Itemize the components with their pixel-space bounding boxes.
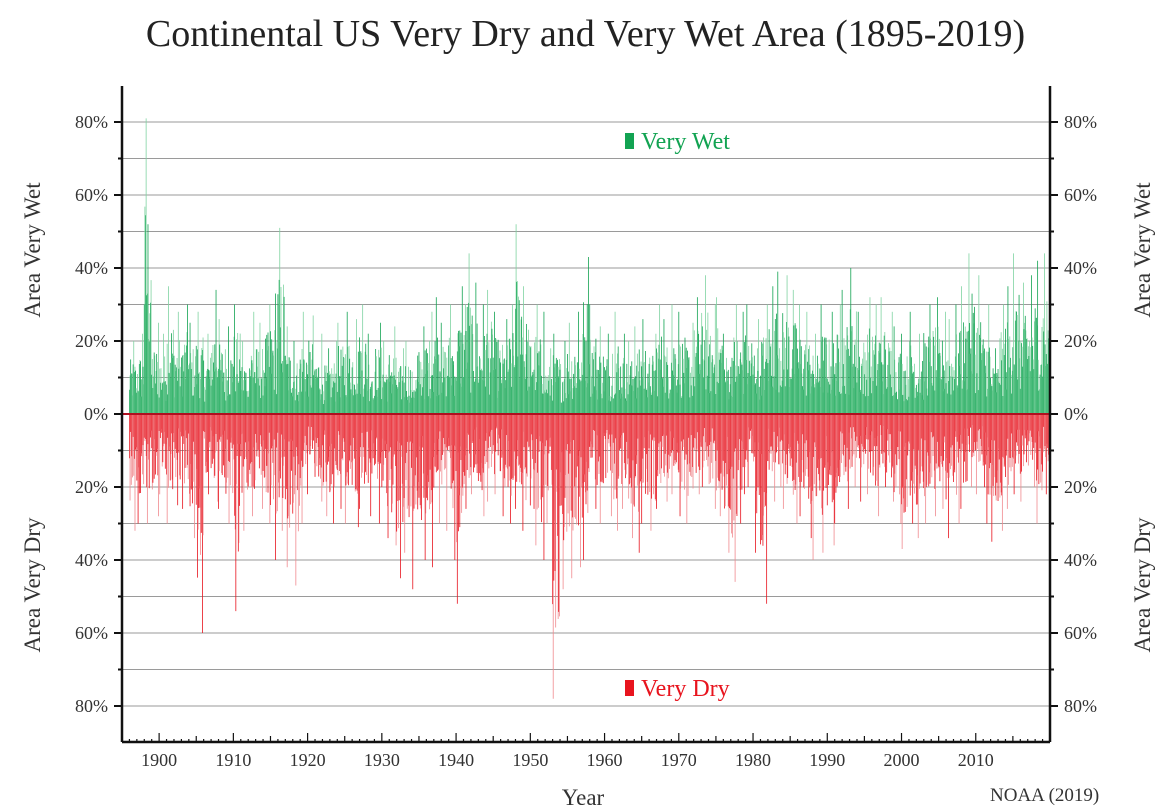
y-tick-label: 60%	[75, 185, 108, 205]
y-tick-label: 60%	[1064, 623, 1097, 643]
legend-dry-swatch	[625, 680, 634, 696]
y-tick-label: 20%	[1064, 331, 1097, 351]
gridlines	[122, 121, 1050, 707]
y-axis-label-left-wet: Area Very Wet	[20, 182, 45, 318]
y-tick-label: 80%	[1064, 696, 1097, 716]
y-tick-label: 0%	[84, 404, 108, 424]
y-tick-label: 60%	[1064, 185, 1097, 205]
x-tick-label: 1910	[215, 750, 251, 770]
y-tick-label: 40%	[75, 550, 108, 570]
x-tick-label: 1980	[735, 750, 771, 770]
x-tick-label: 1990	[809, 750, 845, 770]
y-tick-label: 80%	[1064, 112, 1097, 132]
legend-wet-label: Very Wet	[641, 129, 730, 155]
x-tick-label: 1970	[661, 750, 697, 770]
x-tick-label: 1930	[364, 750, 400, 770]
x-tick-label: 1950	[512, 750, 548, 770]
legend-wet-swatch	[625, 133, 634, 149]
y-tick-label: 0%	[1064, 404, 1088, 424]
y-axis-label-right-wet: Area Very Wet	[1130, 182, 1155, 318]
x-tick-label: 1920	[290, 750, 326, 770]
x-axis-label: Year	[562, 785, 605, 810]
y-tick-label: 20%	[75, 331, 108, 351]
wet-series	[129, 118, 1050, 414]
ticks: 80% 80% 60% 60% 40% 40% 20% 20% 0% 0% 20% 20% 40% 40%…	[75, 112, 1097, 770]
x-tick-label: 1960	[587, 750, 623, 770]
x-tick-label: 1900	[141, 750, 177, 770]
legend-dry-label: Very Dry	[641, 676, 730, 702]
legend-wet: Very Wet	[625, 129, 730, 155]
legend-dry: Very Dry	[625, 676, 730, 702]
y-tick-label: 20%	[1064, 477, 1097, 497]
dry-series	[129, 414, 1050, 699]
x-tick-label: 1940	[438, 750, 474, 770]
y-tick-label: 60%	[75, 623, 108, 643]
y-axis-label-right-dry: Area Very Dry	[1130, 517, 1155, 652]
y-tick-label: 40%	[1064, 550, 1097, 570]
y-tick-label: 20%	[75, 477, 108, 497]
y-tick-label: 40%	[1064, 258, 1097, 278]
y-tick-label: 80%	[75, 112, 108, 132]
source-label: NOAA (2019)	[990, 785, 1100, 806]
x-tick-label: 2000	[884, 750, 920, 770]
y-tick-label: 80%	[75, 696, 108, 716]
x-tick-label: 2010	[958, 750, 994, 770]
y-axis-label-left-dry: Area Very Dry	[20, 517, 45, 652]
y-tick-label: 40%	[75, 258, 108, 278]
chart-title: Continental US Very Dry and Very Wet Are…	[145, 13, 1026, 55]
axes	[120, 86, 1052, 744]
